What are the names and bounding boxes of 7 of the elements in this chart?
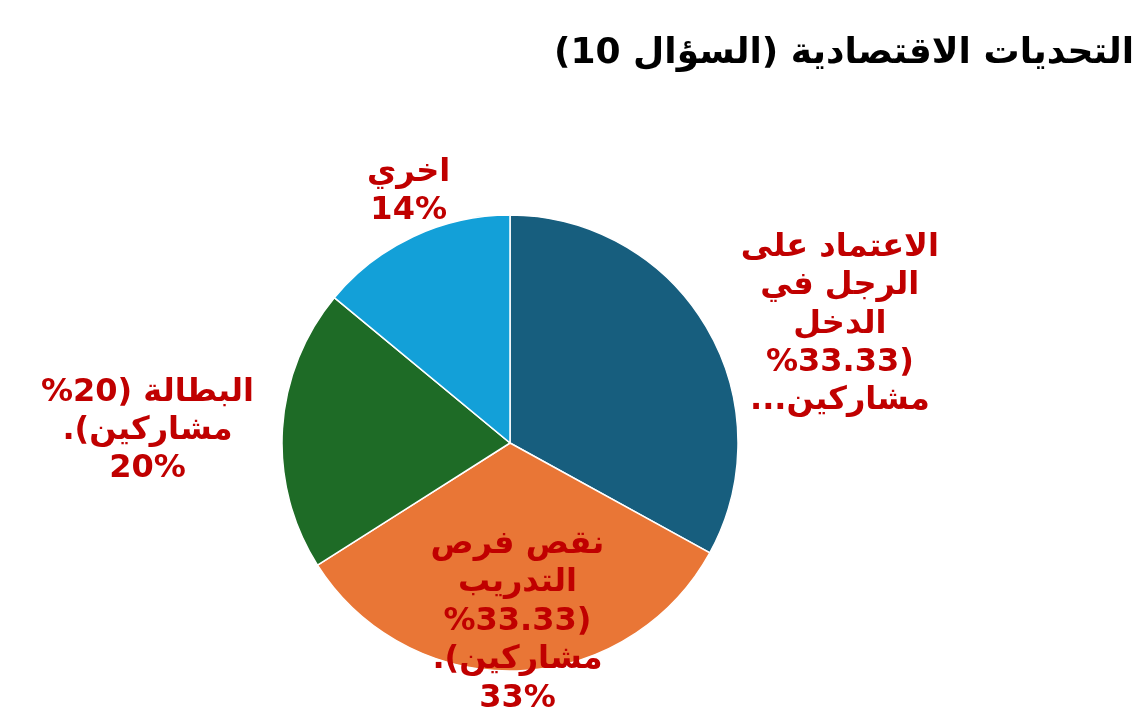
- chart-title: التحديات الاقتصادية (السؤال 10): [554, 30, 1134, 71]
- slice-label: الاعتماد على الرجل في الدخل (33.33% مشاركين...: [739, 225, 940, 418]
- slice-label: اخري: [366, 150, 452, 190]
- data-label: 33%: [478, 676, 557, 715]
- data-label: 14%: [369, 189, 448, 228]
- slice-label: البطالة (20% مشاركين).: [39, 370, 255, 448]
- data-label: 20%: [108, 447, 187, 486]
